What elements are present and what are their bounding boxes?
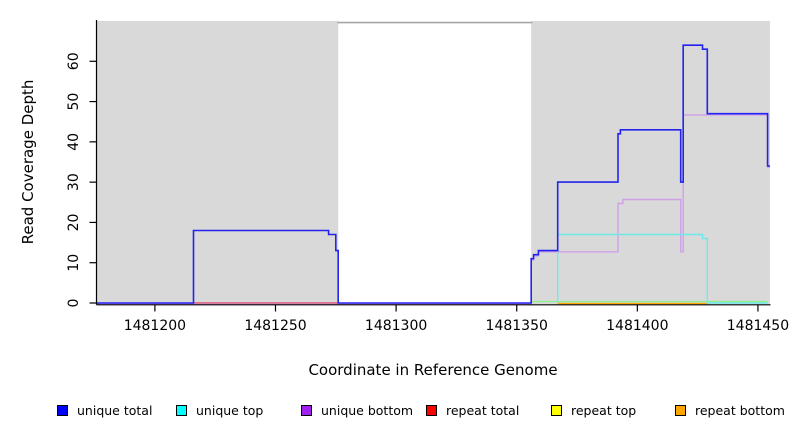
right-shaded-region — [531, 21, 770, 305]
series-line-unique-total — [97, 44, 770, 304]
legend-item-repeat-bottom: repeat bottom — [675, 401, 785, 419]
legend-swatch-icon — [301, 404, 312, 416]
legend-swatch-icon — [176, 404, 187, 416]
legend-item-unique-bottom: unique bottom — [301, 401, 413, 419]
y-tick-label: 10 — [66, 254, 82, 272]
y-tick-label: 50 — [66, 93, 82, 111]
legend-label: unique top — [196, 402, 264, 418]
legend-item-unique-total: unique total — [57, 401, 152, 419]
y-tick-label: 60 — [66, 52, 82, 70]
x-axis-title: Coordinate in Reference Genome — [308, 361, 557, 379]
y-tick-label: 30 — [66, 173, 82, 191]
y-axis-title: Read Coverage Depth — [19, 80, 37, 245]
x-tick-label: 1481300 — [365, 318, 427, 334]
legend-item-repeat-top: repeat top — [551, 401, 636, 419]
left-shaded-region — [97, 21, 339, 305]
y-tick-label: 0 — [66, 299, 82, 308]
legend-swatch-icon — [551, 404, 562, 416]
axes: 1481200 1481250 1481300 1481350 1481400 14814… — [66, 20, 789, 334]
legend-label: unique total — [77, 402, 153, 418]
legend-item-unique-top: unique top — [176, 401, 263, 419]
x-tick-label: 1481250 — [244, 318, 306, 334]
legend-label: unique bottom — [321, 402, 414, 418]
legend-label: repeat top — [571, 402, 637, 418]
x-tick-label: 1481400 — [606, 318, 668, 334]
legend-label: repeat bottom — [695, 402, 785, 418]
shaded-regions — [97, 21, 770, 305]
x-tick-label: 1481450 — [727, 318, 789, 334]
legend-swatch-icon — [426, 404, 437, 416]
x-tick-label: 1481200 — [124, 318, 186, 334]
chart-legend: unique total unique top unique bottom repea… — [0, 401, 792, 425]
legend-swatch-icon — [675, 404, 686, 416]
series-line-unique-bottom — [97, 114, 770, 305]
legend-label: repeat total — [446, 402, 520, 418]
legend-item-repeat-total: repeat total — [426, 401, 519, 419]
y-tick-label: 40 — [66, 133, 82, 151]
legend-swatch-icon — [57, 404, 68, 416]
data-series — [97, 44, 770, 305]
coverage-plot: 1481200 1481250 1481300 1481350 1481400 14814… — [19, 20, 789, 379]
x-tick-label: 1481350 — [486, 318, 548, 334]
y-tick-label: 20 — [66, 214, 82, 232]
